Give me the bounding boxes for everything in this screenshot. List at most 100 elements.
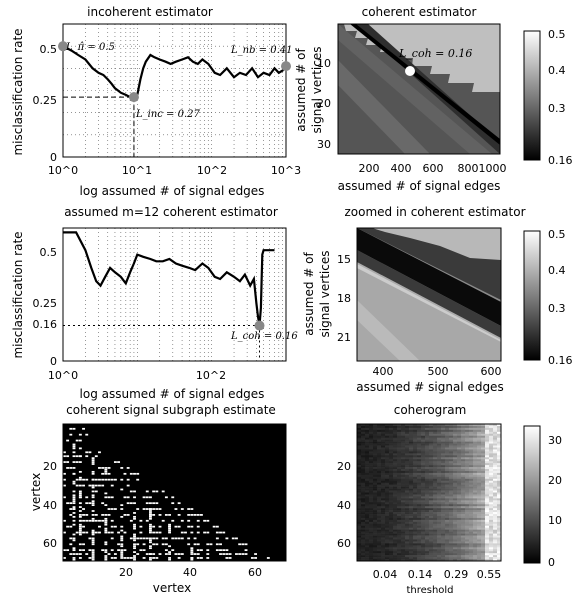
subgraph-edge [101, 514, 105, 516]
coherogram-cell [453, 447, 458, 450]
coherogram-cell [409, 547, 414, 550]
subgraph-edge [145, 490, 149, 493]
subgraph-xtick: 40 [183, 566, 197, 579]
coherogram-cell [485, 425, 490, 429]
coherogram-cell [457, 433, 462, 437]
coherogram-cell [485, 508, 490, 511]
coherogram-cell [449, 472, 454, 476]
coherogram-cell [397, 523, 402, 527]
coherogram-cell [453, 484, 458, 487]
coherogram-cell [465, 476, 470, 480]
coherogram-cell [445, 441, 450, 444]
coherogram-cell [437, 441, 442, 444]
coherogram-cell [361, 537, 366, 540]
coherogram-cell [385, 533, 390, 536]
coherogram-cell [453, 478, 458, 482]
coherogram-cell [485, 474, 490, 478]
coherogram-cell [437, 506, 442, 509]
coherogram-cell [397, 482, 402, 485]
coherogram-cell [497, 502, 502, 505]
coherogram-cell [449, 424, 454, 427]
coherogram-cell [417, 553, 422, 556]
coherogram-cell [369, 512, 374, 515]
coherogram-cell [457, 465, 462, 468]
subgraph-edge [266, 557, 270, 559]
subgraph-edge [168, 531, 171, 534]
coherogram-cell [413, 465, 418, 468]
coherogram-cell [461, 435, 466, 438]
coherogram-cell [477, 559, 482, 562]
subgraph-edge [120, 467, 124, 469]
coherogram-cell [453, 498, 458, 501]
coherogram-cell [477, 474, 482, 478]
coherogram-cell [469, 537, 474, 540]
coherogram-cell [389, 559, 394, 562]
subgraph-edge [72, 533, 76, 536]
subgraph-edge [113, 508, 117, 510]
coherogram-cell [389, 494, 394, 497]
coherogram-cell [469, 455, 474, 458]
coherogram-cell [421, 525, 426, 529]
subgraph-edge [152, 557, 156, 559]
coherogram-cell [473, 447, 478, 450]
coherogram-cell [381, 431, 386, 435]
coherogram-cell [433, 488, 438, 491]
coherogram-cell [469, 435, 474, 438]
coherogram-cell [381, 474, 386, 478]
subgraph-edge [91, 502, 95, 505]
coherogram-cell [413, 490, 418, 493]
subgraph-edge [133, 533, 136, 536]
subgraph-edge [98, 525, 101, 528]
coherogram-cell [357, 494, 362, 497]
coherogram-cell [381, 545, 386, 548]
coherogram-cell [429, 504, 434, 507]
subgraph-edge [101, 484, 105, 487]
coherogram-cell [433, 467, 438, 470]
m12-xtick: 10^2 [196, 369, 226, 382]
coherogram-cell [365, 486, 370, 489]
coherogram-cell [377, 457, 382, 460]
coherogram-cell [493, 431, 498, 435]
coherogram-cell [381, 435, 386, 438]
coherogram-cell [485, 465, 490, 468]
coherogram-cell [381, 531, 386, 534]
coherogram-cell [417, 525, 422, 529]
coherogram-cell [493, 461, 498, 464]
coherogram-cell [393, 445, 398, 448]
coherogram-cell [385, 492, 390, 495]
subgraph-edge [91, 531, 95, 534]
coherogram-cell [377, 431, 382, 435]
subgraph-edge [120, 551, 124, 553]
subgraph-edge [136, 508, 140, 510]
subgraph-edge [110, 531, 114, 534]
coherogram-cell [437, 488, 442, 491]
coherogram-cell [473, 425, 478, 429]
coherogram-cell [397, 424, 402, 427]
coherogram-cell [425, 476, 430, 480]
coherogram-cell [417, 482, 422, 485]
coherogram-cell [365, 498, 370, 501]
coherogram-cell [445, 429, 450, 433]
subgraph-edge [72, 496, 76, 499]
coherogram-cell [481, 514, 486, 517]
coherogram-cell [397, 539, 402, 542]
coherogram-cell [401, 510, 406, 513]
coherogram-cell [401, 514, 406, 517]
coherogram-cell [457, 457, 462, 460]
coherogram-cell [369, 427, 374, 431]
coherogram-cell [393, 451, 398, 454]
coherogram-cell [453, 431, 458, 435]
subgraph-edge [107, 472, 111, 475]
coherogram-cell [437, 476, 442, 480]
coherogram-cell [373, 459, 378, 462]
subgraph-edge [101, 502, 105, 505]
coherogram-cell [413, 498, 418, 501]
coherogram-cell [461, 455, 466, 458]
coherogram-cell [393, 504, 398, 507]
subgraph-edge [63, 472, 66, 475]
coherogram-cell [493, 529, 498, 532]
coherogram-cell [409, 555, 414, 558]
coherogram-cell [357, 527, 362, 530]
coherogram-cell [465, 521, 470, 525]
coherogram-cell [493, 517, 498, 521]
